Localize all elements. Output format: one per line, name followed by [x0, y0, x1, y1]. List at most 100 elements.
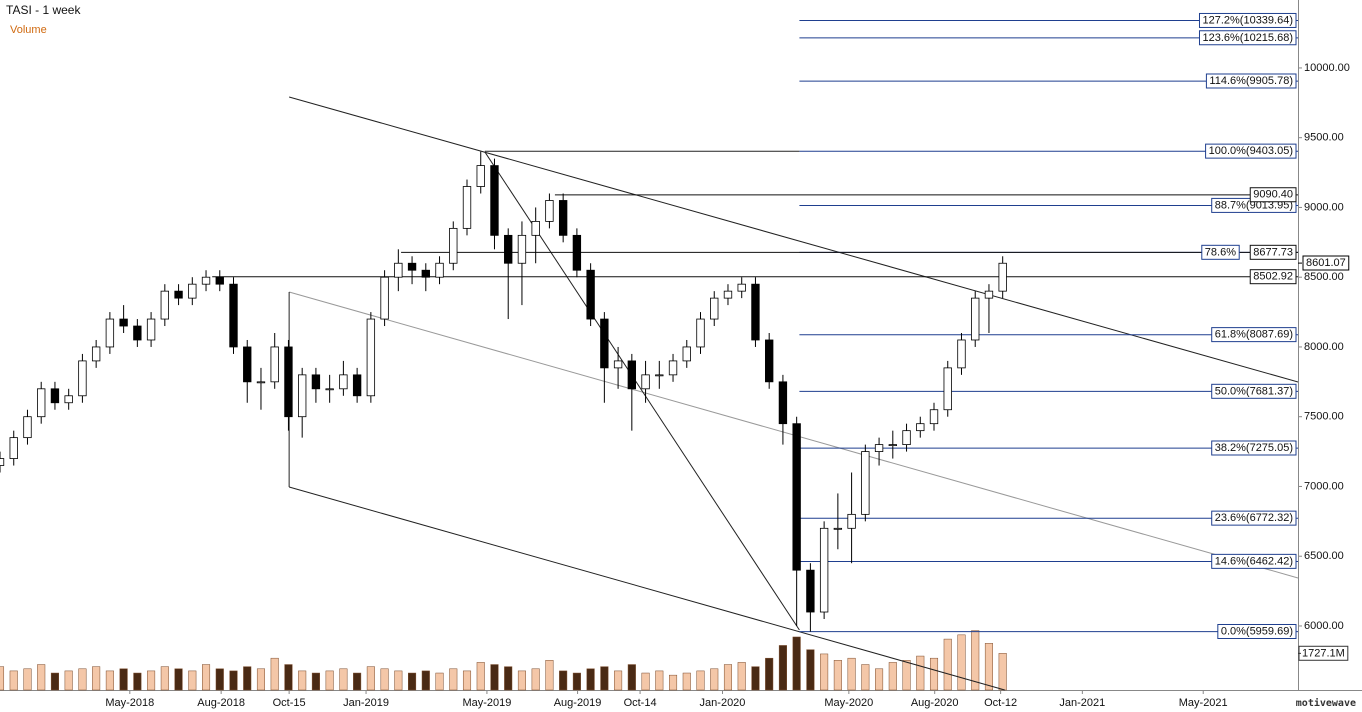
candle-body	[146, 318, 156, 341]
volume-bar	[490, 664, 499, 691]
x-tick-label: Jan-2021	[1059, 697, 1105, 709]
fib-label-box	[1217, 623, 1297, 639]
candle-body	[380, 276, 389, 320]
volume-bar	[243, 666, 252, 691]
volume-bar	[366, 666, 375, 691]
candle-body	[778, 381, 788, 425]
volume-bar	[421, 670, 430, 691]
volume-bar	[957, 634, 966, 691]
fib-label: 114.6%(9905.78)	[1209, 75, 1293, 87]
candle-body	[78, 360, 87, 397]
volume-bar	[298, 670, 307, 691]
x-tick-label: Aug-2018	[197, 697, 245, 709]
x-tick-label: Jan-2019	[343, 697, 389, 709]
candle-body	[256, 381, 266, 384]
candle-body	[696, 318, 705, 348]
x-tick-label: Oct-14	[624, 697, 657, 709]
volume-bar	[710, 668, 719, 691]
candle-body	[119, 318, 128, 327]
fib-label-box	[1211, 383, 1297, 399]
y-tick-label: 7000.00	[1304, 480, 1344, 492]
candle-body	[819, 527, 829, 613]
candle-body	[270, 346, 279, 383]
candle-body	[462, 186, 472, 229]
volume-bar	[943, 638, 952, 691]
candle-body	[23, 416, 32, 439]
candle-body	[325, 388, 334, 391]
candle-body	[916, 423, 925, 432]
fib-label: 0.0%(5959.69)	[1221, 625, 1293, 637]
y-tick-label: 8000.00	[1304, 341, 1344, 353]
candle-body	[366, 318, 376, 397]
volume-bar	[311, 672, 320, 691]
candle-body	[682, 346, 691, 362]
volume-bar	[916, 655, 925, 691]
candle-body	[298, 374, 307, 418]
candle-body	[902, 430, 911, 446]
fib-label-box	[1211, 327, 1297, 343]
volume-bar	[78, 668, 87, 691]
volume-bar	[531, 668, 540, 691]
candle-body	[668, 360, 678, 376]
volume-bar	[984, 643, 993, 691]
candle-body	[874, 444, 884, 452]
volume-label: 1727.1M	[1302, 647, 1345, 659]
fib-label-box	[1211, 510, 1297, 526]
fib-label: 100.0%(9403.05)	[1209, 145, 1293, 157]
candle-body	[957, 339, 966, 369]
candle-body	[91, 346, 101, 362]
fib-label: 78.6%	[1205, 246, 1236, 258]
y-tick-label: 8500.00	[1304, 271, 1344, 283]
volume-bar	[0, 666, 5, 691]
volume-bar	[353, 672, 362, 691]
volume-bar	[202, 664, 211, 691]
fib-label: 23.6%(6772.32)	[1215, 512, 1293, 524]
volume-bar	[655, 670, 664, 691]
last-price-label: 8601.07	[1306, 257, 1346, 269]
candle-body	[861, 451, 870, 515]
y-tick-label: 9000.00	[1304, 201, 1344, 213]
x-tick-label: May-2019	[462, 697, 511, 709]
x-tick-label: May-2018	[105, 697, 154, 709]
candle-body	[655, 374, 664, 377]
volume-bar	[929, 657, 939, 691]
candle-body	[833, 527, 843, 530]
candle-body	[133, 325, 142, 341]
candle-body	[50, 388, 60, 404]
fib-label: 123.6%(10215.68)	[1202, 32, 1293, 44]
volume-bar	[215, 668, 224, 691]
candle-body	[723, 290, 733, 299]
volume-bar	[284, 664, 293, 691]
price-line-label-box	[1249, 269, 1297, 285]
volume-bar	[174, 668, 183, 691]
volume-bar	[861, 664, 870, 691]
candle-body	[449, 227, 458, 264]
price-line-label: 9090.40	[1253, 189, 1293, 201]
candle-body	[352, 374, 362, 397]
volume-bar	[147, 670, 156, 691]
y-tick-label: 10000.00	[1304, 62, 1350, 74]
volume-bar	[133, 672, 142, 691]
volume-bar	[92, 666, 101, 691]
y-tick-label: 6500.00	[1304, 550, 1344, 562]
volume-bar	[188, 670, 197, 691]
candle-body	[971, 297, 980, 341]
volume-bar	[23, 668, 32, 691]
chart-title: TASI - 1 week	[6, 3, 81, 17]
candle-body	[160, 290, 170, 320]
candle-body	[490, 165, 499, 236]
fib-label: 88.7%(9013.95)	[1215, 199, 1293, 211]
x-tick-label: Aug-2020	[911, 697, 959, 709]
fib-label-box	[1198, 30, 1297, 46]
volume-bar	[119, 668, 128, 691]
volume-bar	[64, 670, 73, 691]
x-tick-label: Oct-12	[984, 697, 1017, 709]
fib-label: 50.0%(7681.37)	[1215, 385, 1293, 397]
candle-body	[765, 339, 774, 383]
x-tick-label: May-2021	[1179, 697, 1228, 709]
volume-bar	[902, 660, 911, 691]
fib-label-box	[1205, 73, 1297, 89]
volume-bar	[792, 636, 801, 691]
fib-label: 38.2%(7275.05)	[1215, 442, 1293, 454]
